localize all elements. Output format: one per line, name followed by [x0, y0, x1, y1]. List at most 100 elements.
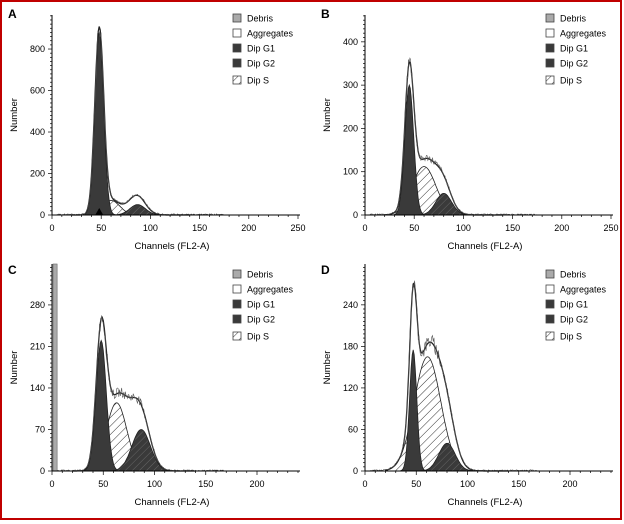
x-tick-label: 100 [143, 223, 158, 233]
y-tick-label: 210 [30, 341, 45, 351]
y-tick-label: 280 [30, 300, 45, 310]
x-tick-label: 150 [505, 223, 520, 233]
legend-label: Aggregates [560, 29, 607, 39]
legend-label: Dip G1 [560, 300, 588, 310]
panel-letter: A [8, 7, 17, 21]
y-tick-label: 100 [343, 167, 358, 177]
x-tick-label: 200 [554, 223, 569, 233]
x-tick-label: 200 [562, 479, 577, 489]
y-tick-label: 70 [35, 424, 45, 434]
histogram-line [369, 57, 537, 216]
legend-label: Dip G1 [247, 300, 275, 310]
legend-swatch-dip-s [545, 331, 555, 341]
legend-swatch-dip-g1 [545, 43, 555, 53]
y-tick-label: 300 [343, 80, 358, 90]
x-tick-label: 150 [192, 223, 207, 233]
x-tick-label: 150 [511, 479, 526, 489]
legend-label: Dip G1 [247, 44, 275, 54]
y-axis-label: Number [9, 98, 20, 132]
legend-label: Debris [247, 270, 274, 280]
legend-swatch-debris [232, 269, 242, 279]
y-tick-label: 0 [40, 466, 45, 476]
legend-label: Debris [560, 270, 587, 280]
legend-swatch-debris [545, 269, 555, 279]
y-tick-label: 180 [343, 341, 358, 351]
panel-D: D 0 60 120 180 240 0 50 100 150 200 Channels (FL2-A… [321, 263, 613, 508]
legend-swatch-dip-g1 [232, 299, 242, 309]
x-tick-label: 150 [198, 479, 213, 489]
x-tick-label: 0 [362, 223, 367, 233]
x-tick-label: 0 [49, 479, 54, 489]
legend-swatch-dip-g2 [232, 314, 242, 324]
x-axis-label: Channels (FL2-A) [448, 497, 523, 508]
legend-swatch-aggregates [545, 284, 555, 294]
panel-letter: C [8, 263, 17, 277]
x-axis-label: Channels (FL2-A) [448, 241, 523, 252]
histogram-line [57, 315, 224, 472]
legend-swatch-dip-g2 [545, 314, 555, 324]
panel-C: C 0 70 140 210 280 0 50 100 150 200 Channels (FL2-A… [8, 263, 300, 508]
legend-label: Dip G2 [560, 315, 588, 325]
y-tick-label: 140 [30, 383, 45, 393]
x-tick-label: 0 [49, 223, 54, 233]
legend-swatch-aggregates [545, 28, 555, 38]
legend-label: Debris [560, 14, 587, 24]
y-tick-label: 400 [343, 37, 358, 47]
legend-label: Aggregates [247, 285, 294, 295]
legend-swatch-aggregates [232, 284, 242, 294]
legend-label: Dip G2 [560, 59, 588, 69]
y-axis-label: Number [322, 351, 333, 385]
x-tick-label: 200 [249, 479, 264, 489]
legend-swatch-dip-g1 [545, 299, 555, 309]
legend-swatch-dip-s [232, 331, 242, 341]
x-axis-label: Channels (FL2-A) [135, 497, 210, 508]
y-tick-label: 0 [353, 466, 358, 476]
legend-label: Dip G2 [247, 59, 275, 69]
x-tick-label: 100 [460, 479, 475, 489]
x-tick-label: 50 [96, 223, 106, 233]
y-tick-label: 200 [30, 169, 45, 179]
x-tick-label: 250 [603, 223, 618, 233]
x-tick-label: 0 [362, 479, 367, 489]
legend-label: Dip S [247, 76, 269, 86]
x-tick-label: 250 [290, 223, 305, 233]
legend-swatch-dip-s [545, 75, 555, 85]
y-tick-label: 400 [30, 127, 45, 137]
legend-swatch-dip-g2 [232, 58, 242, 68]
y-tick-label: 240 [343, 300, 358, 310]
y-tick-label: 0 [40, 210, 45, 220]
panel-letter: B [321, 7, 330, 21]
panel-letter: D [321, 263, 330, 277]
x-tick-label: 100 [147, 479, 162, 489]
x-axis-label: Channels (FL2-A) [135, 241, 210, 252]
legend-label: Dip S [247, 332, 269, 342]
legend-swatch-dip-g1 [232, 43, 242, 53]
legend-swatch-debris [232, 13, 242, 23]
legend-label: Debris [247, 14, 274, 24]
marker-triangle [95, 208, 104, 215]
legend-swatch-aggregates [232, 28, 242, 38]
x-tick-label: 200 [241, 223, 256, 233]
x-tick-label: 50 [409, 223, 419, 233]
y-tick-label: 0 [353, 210, 358, 220]
y-tick-label: 200 [343, 123, 358, 133]
y-tick-label: 800 [30, 44, 45, 54]
panel-A: A 0 200 400 600 800 0 50 100 150 200 250 Channels (F… [8, 7, 306, 252]
debris-bar [52, 263, 58, 472]
legend-swatch-debris [545, 13, 555, 23]
y-tick-label: 600 [30, 86, 45, 96]
y-tick-label: 120 [343, 383, 358, 393]
legend-label: Aggregates [560, 285, 607, 295]
legend-label: Aggregates [247, 29, 294, 39]
legend-label: Dip S [560, 332, 582, 342]
panel-B: B 0 100 200 300 400 0 50 100 150 200 250 Channels (F… [321, 7, 619, 252]
x-tick-label: 50 [411, 479, 421, 489]
x-tick-label: 50 [98, 479, 108, 489]
y-tick-label: 60 [348, 424, 358, 434]
legend-label: Dip S [560, 76, 582, 86]
y-axis-label: Number [9, 351, 20, 385]
legend-label: Dip G1 [560, 44, 588, 54]
legend-label: Dip G2 [247, 315, 275, 325]
y-axis-label: Number [322, 98, 333, 132]
